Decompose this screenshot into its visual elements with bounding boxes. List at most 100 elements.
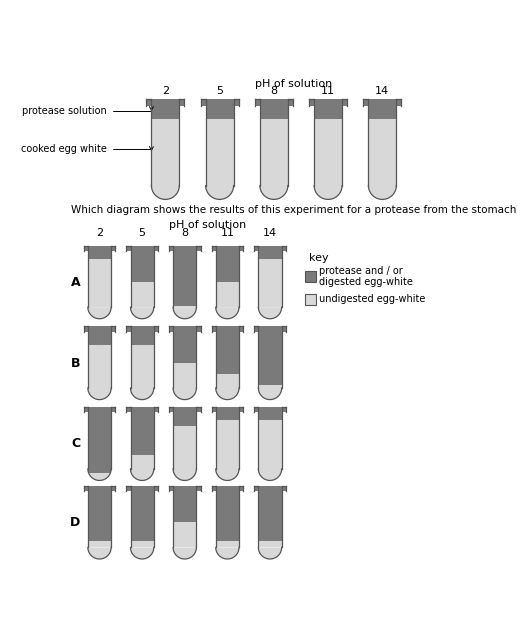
- Bar: [254, 326, 286, 331]
- Bar: [216, 246, 239, 282]
- Bar: [258, 407, 282, 420]
- Bar: [201, 99, 239, 106]
- Wedge shape: [130, 547, 154, 559]
- Bar: [151, 99, 179, 119]
- Bar: [88, 246, 111, 259]
- Bar: [88, 259, 111, 307]
- Text: key: key: [309, 253, 328, 264]
- Wedge shape: [260, 185, 288, 199]
- Bar: [126, 246, 158, 251]
- Bar: [258, 420, 282, 469]
- Bar: [211, 246, 243, 251]
- Bar: [130, 455, 154, 469]
- Bar: [173, 425, 196, 469]
- Text: 5: 5: [139, 228, 146, 238]
- Text: 14: 14: [263, 228, 277, 238]
- Wedge shape: [258, 307, 282, 319]
- Bar: [130, 345, 154, 388]
- Bar: [216, 282, 239, 307]
- Bar: [254, 407, 286, 412]
- Bar: [88, 326, 111, 345]
- Wedge shape: [314, 185, 342, 199]
- Bar: [206, 99, 234, 119]
- Bar: [146, 99, 185, 106]
- Bar: [88, 345, 111, 388]
- Wedge shape: [151, 185, 179, 199]
- Wedge shape: [258, 388, 282, 399]
- Bar: [206, 119, 234, 185]
- Wedge shape: [206, 185, 234, 199]
- Wedge shape: [88, 388, 111, 399]
- Bar: [126, 326, 158, 331]
- Bar: [169, 326, 201, 331]
- Bar: [258, 541, 282, 547]
- Wedge shape: [216, 547, 239, 559]
- Wedge shape: [216, 388, 239, 399]
- Text: Which diagram shows the results of this experiment for a protease from the stoma: Which diagram shows the results of this …: [71, 205, 517, 215]
- Bar: [130, 326, 154, 345]
- Bar: [211, 407, 243, 412]
- Bar: [369, 99, 397, 119]
- Text: protease solution: protease solution: [23, 106, 154, 116]
- Wedge shape: [130, 388, 154, 399]
- Bar: [314, 119, 342, 185]
- Bar: [258, 385, 282, 388]
- Bar: [169, 486, 201, 491]
- Text: C: C: [71, 438, 80, 450]
- Bar: [88, 486, 111, 541]
- Bar: [258, 259, 282, 307]
- Wedge shape: [369, 185, 397, 199]
- Bar: [260, 119, 288, 185]
- Bar: [126, 486, 158, 491]
- Wedge shape: [258, 547, 282, 559]
- Bar: [255, 99, 293, 106]
- Bar: [254, 486, 286, 491]
- Text: B: B: [71, 356, 80, 370]
- Text: 14: 14: [375, 86, 389, 97]
- Wedge shape: [88, 307, 111, 319]
- Wedge shape: [88, 469, 111, 481]
- Bar: [258, 246, 282, 259]
- Bar: [84, 486, 115, 491]
- Wedge shape: [216, 469, 239, 481]
- Text: 8: 8: [181, 228, 188, 238]
- Bar: [216, 541, 239, 547]
- Text: protease and / or
digested egg-white: protease and / or digested egg-white: [319, 265, 413, 287]
- Bar: [305, 294, 316, 305]
- Wedge shape: [173, 547, 196, 559]
- Wedge shape: [130, 307, 154, 319]
- Bar: [130, 486, 154, 541]
- Bar: [173, 486, 196, 523]
- Bar: [254, 246, 286, 251]
- Wedge shape: [173, 388, 196, 399]
- Bar: [173, 305, 196, 307]
- Bar: [305, 271, 316, 282]
- Bar: [309, 99, 347, 106]
- Wedge shape: [130, 469, 154, 481]
- Wedge shape: [216, 307, 239, 319]
- Text: 2: 2: [162, 86, 169, 97]
- Bar: [216, 420, 239, 469]
- Text: 8: 8: [270, 86, 278, 97]
- Bar: [173, 363, 196, 388]
- Bar: [130, 246, 154, 282]
- Text: 11: 11: [321, 86, 335, 97]
- Bar: [314, 99, 342, 119]
- Bar: [173, 326, 196, 363]
- Bar: [363, 99, 401, 106]
- Text: A: A: [71, 276, 80, 289]
- Bar: [169, 246, 201, 251]
- Bar: [211, 486, 243, 491]
- Bar: [173, 523, 196, 547]
- Bar: [88, 541, 111, 547]
- Wedge shape: [173, 469, 196, 481]
- Bar: [211, 326, 243, 331]
- Wedge shape: [88, 547, 111, 559]
- Bar: [216, 374, 239, 388]
- Bar: [258, 486, 282, 541]
- Bar: [369, 119, 397, 185]
- Bar: [216, 326, 239, 374]
- Wedge shape: [173, 307, 196, 319]
- Wedge shape: [258, 469, 282, 481]
- Bar: [88, 407, 111, 473]
